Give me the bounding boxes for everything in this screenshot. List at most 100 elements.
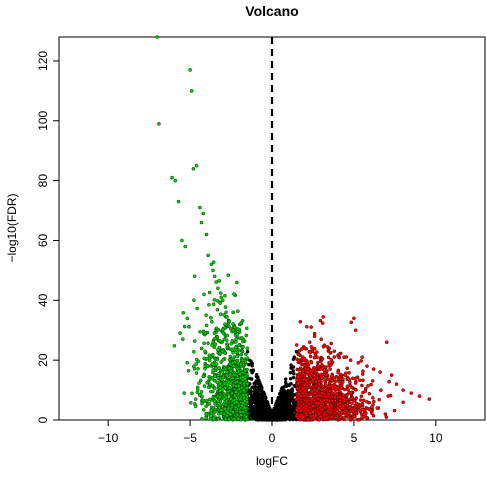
point-up: [330, 383, 334, 388]
point-down: [241, 344, 245, 349]
point-down: [218, 339, 222, 343]
point-up: [388, 393, 393, 398]
point-up: [348, 405, 352, 410]
point-up: [352, 399, 356, 403]
point-up: [384, 340, 389, 344]
point-up: [379, 388, 383, 392]
point-down: [203, 366, 207, 371]
point-down: [204, 411, 208, 416]
point-not-significant: [259, 387, 263, 391]
point-down: [213, 342, 218, 346]
point-down: [206, 341, 210, 345]
point-up: [339, 386, 343, 390]
x-axis-label: logFC: [256, 454, 288, 468]
point-down: [243, 406, 248, 410]
point-up: [332, 349, 337, 353]
point-down: [204, 416, 208, 420]
point-not-significant: [281, 402, 285, 406]
point-down: [208, 382, 212, 386]
point-up: [371, 414, 376, 418]
point-down: [211, 352, 215, 357]
point-up: [359, 359, 363, 363]
point-up: [308, 354, 313, 359]
point-not-significant: [251, 416, 255, 420]
point-not-significant: [282, 394, 286, 398]
point-up: [339, 410, 344, 414]
point-not-significant: [277, 396, 282, 401]
point-not-significant: [253, 381, 257, 386]
point-down: [228, 381, 233, 385]
point-down: [157, 122, 161, 126]
x-tick-label: −5: [183, 431, 197, 445]
point-up: [323, 394, 327, 399]
point-up: [341, 377, 345, 381]
point-down: [201, 374, 206, 379]
point-up: [301, 415, 305, 419]
point-down: [244, 415, 249, 419]
point-down: [226, 406, 231, 411]
point-down: [241, 339, 245, 344]
point-down: [223, 386, 228, 390]
point-down: [195, 306, 199, 311]
point-down: [211, 389, 215, 394]
point-down: [218, 381, 222, 386]
point-down: [216, 286, 220, 291]
point-down: [228, 412, 233, 417]
point-down: [218, 312, 223, 316]
point-up: [348, 358, 353, 362]
point-up: [299, 400, 304, 404]
y-tick-label: 20: [36, 353, 50, 367]
point-up: [343, 373, 347, 377]
point-down: [235, 280, 239, 285]
point-up: [361, 378, 365, 383]
point-up: [321, 315, 325, 319]
point-down: [212, 331, 217, 335]
point-not-significant: [277, 412, 282, 416]
point-down: [213, 386, 217, 391]
point-up: [341, 380, 345, 384]
point-down: [185, 316, 190, 321]
point-down: [192, 274, 197, 279]
point-down: [213, 410, 217, 414]
point-down: [202, 356, 206, 361]
point-up: [302, 358, 306, 363]
point-down: [207, 290, 212, 295]
point-down: [173, 178, 178, 183]
point-up: [333, 379, 338, 384]
point-up: [333, 415, 338, 420]
point-down: [189, 89, 194, 93]
point-up: [296, 375, 300, 379]
point-up: [348, 380, 352, 385]
point-down: [206, 385, 211, 389]
point-down: [201, 329, 206, 334]
point-up: [329, 399, 334, 403]
point-up: [339, 415, 343, 420]
point-down: [207, 353, 212, 358]
point-down: [233, 373, 238, 377]
point-up: [329, 341, 333, 346]
point-up: [320, 363, 324, 367]
point-up: [353, 328, 358, 332]
point-up: [362, 398, 366, 403]
point-up: [375, 406, 379, 410]
point-up: [314, 383, 318, 388]
point-down: [212, 298, 217, 302]
point-down: [218, 389, 222, 393]
point-down: [185, 360, 189, 365]
point-down: [212, 345, 217, 350]
point-down: [240, 336, 244, 340]
point-down: [224, 399, 229, 404]
point-down: [188, 68, 192, 72]
point-down: [216, 399, 220, 404]
point-up: [330, 360, 335, 365]
point-up: [316, 360, 320, 365]
point-up: [323, 383, 328, 387]
point-not-significant: [252, 395, 256, 399]
point-up: [417, 394, 422, 398]
point-down: [218, 351, 222, 356]
point-down: [232, 417, 237, 421]
point-not-significant: [249, 368, 253, 373]
point-down: [239, 320, 244, 325]
point-up: [305, 360, 310, 364]
point-up: [303, 346, 307, 350]
